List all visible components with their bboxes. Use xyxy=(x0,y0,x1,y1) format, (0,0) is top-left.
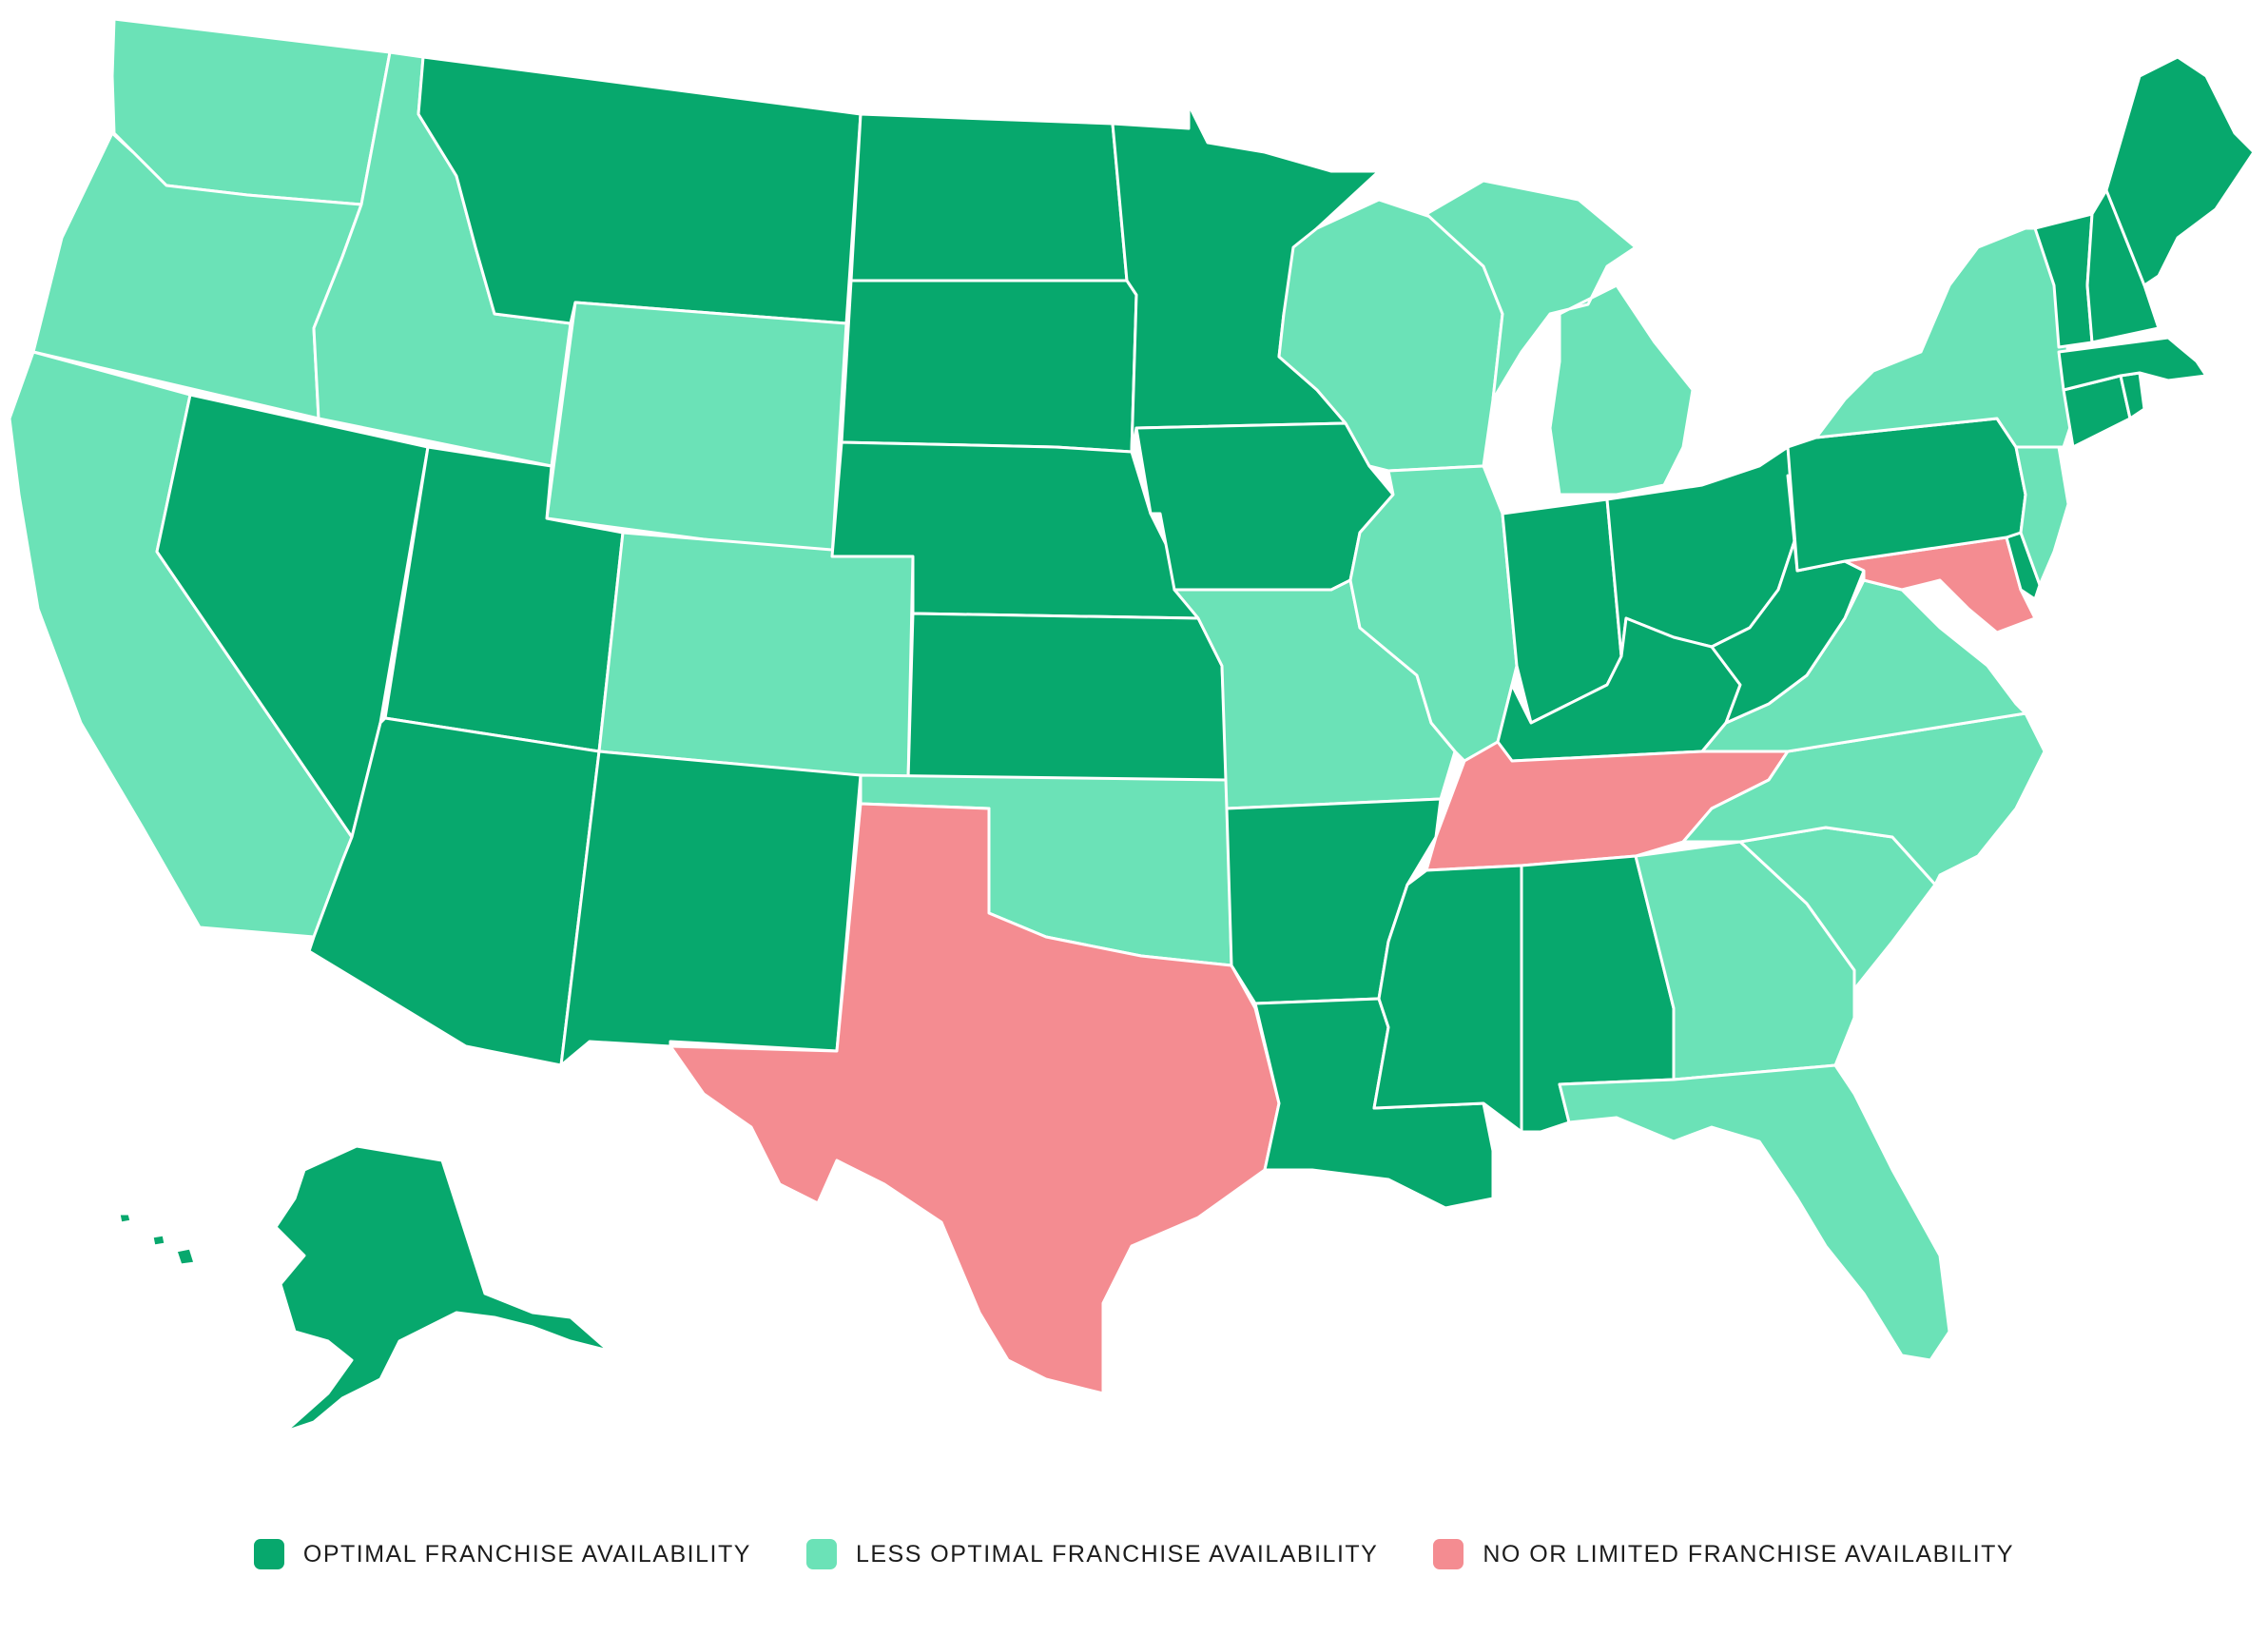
state-texas[interactable] xyxy=(669,802,1281,1395)
state-kansas[interactable] xyxy=(906,612,1229,782)
legend: OPTIMAL FRANCHISE AVAILABILITY LESS OPTI… xyxy=(0,1539,2268,1569)
legend-swatch-less-optimal xyxy=(805,1539,837,1569)
state-hawaii[interactable] xyxy=(117,1212,197,1267)
state-massachusetts[interactable] xyxy=(2057,336,2208,392)
legend-item-optimal: OPTIMAL FRANCHISE AVAILABILITY xyxy=(253,1539,751,1569)
state-north-carolina[interactable] xyxy=(1681,711,2046,886)
state-new-jersey[interactable] xyxy=(2014,445,2070,587)
us-franchise-map xyxy=(8,17,2256,1433)
state-michigan[interactable] xyxy=(1425,179,1695,497)
legend-swatch-optimal xyxy=(253,1539,284,1569)
legend-label-less-optimal: LESS OPTIMAL FRANCHISE AVAILABILITY xyxy=(855,1540,1379,1568)
state-montana[interactable] xyxy=(417,55,863,325)
state-wyoming[interactable] xyxy=(545,301,848,558)
state-new-york[interactable] xyxy=(1814,226,2075,449)
state-colorado[interactable] xyxy=(597,531,915,782)
state-maine[interactable] xyxy=(2104,55,2256,287)
state-south-dakota[interactable] xyxy=(840,279,1138,454)
state-new-mexico[interactable] xyxy=(559,750,863,1067)
legend-item-limited: NO OR LIMITED FRANCHISE AVAILABILITY xyxy=(1433,1539,2014,1569)
state-alaska[interactable] xyxy=(274,1144,611,1433)
state-north-dakota[interactable] xyxy=(849,112,1129,282)
legend-label-limited: NO OR LIMITED FRANCHISE AVAILABILITY xyxy=(1483,1540,2015,1568)
legend-label-optimal: OPTIMAL FRANCHISE AVAILABILITY xyxy=(302,1540,751,1568)
legend-item-less-optimal: LESS OPTIMAL FRANCHISE AVAILABILITY xyxy=(805,1539,1379,1569)
state-florida[interactable] xyxy=(1558,1063,1951,1362)
legend-swatch-limited xyxy=(1433,1539,1464,1569)
